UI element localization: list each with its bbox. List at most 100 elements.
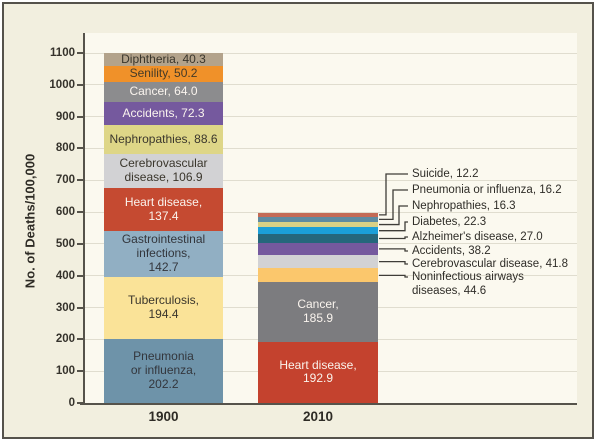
segment-label: Pneumonia or influenza, 202.2 [130, 349, 197, 391]
segment-label-line: 185.9 [302, 311, 333, 326]
segment-label: Cancer, 64.0 [129, 85, 197, 99]
segment-label: Heart disease, 137.4 [124, 194, 203, 224]
y-axis-line [83, 33, 85, 405]
y-tick-600 [77, 211, 84, 214]
segment-label-line: Heart disease, [279, 357, 357, 372]
callout-alzheimer-s-disease: Alzheimer's disease, 27.0 [412, 230, 543, 245]
gridline-1000 [84, 84, 577, 86]
y-tick-500 [77, 242, 84, 245]
y-tick-label-500: 500 [55, 237, 75, 250]
x-tick-label-1900: 1900 [148, 409, 179, 424]
bar-segment-1900-cerebrovascular-disease: Cerebrovascular disease, 106.9 [104, 153, 223, 188]
callout-line: Nephropathies, 16.3 [412, 199, 516, 212]
callout-cerebrovascular-disease: Cerebrovascular disease, 41.8 [412, 257, 568, 272]
y-tick-label-0: 0 [68, 397, 75, 409]
y-tick-200 [77, 338, 84, 341]
y-tick-400 [77, 274, 84, 277]
callout-line: Alzheimer's disease, 27.0 [412, 230, 543, 243]
bar-segment-2010-cerebrovascular-disease [258, 254, 378, 269]
y-tick-label-300: 300 [55, 301, 75, 314]
y-tick-300 [77, 306, 84, 309]
segment-label: Diphtheria, 40.3 [121, 51, 206, 67]
bar-segment-1900-senility: Senility, 50.2 [104, 66, 223, 83]
bar-segment-2010-cancer: Cancer, 185.9 [258, 282, 378, 342]
segment-label: Cerebrovascular disease, 106.9 [119, 155, 208, 185]
segment-label: Accidents, 72.3 [122, 106, 205, 121]
segment-label-line: Cerebrovascular [119, 155, 208, 170]
y-tick-label-600: 600 [55, 206, 75, 219]
segment-label-line: disease, 106.9 [124, 169, 203, 184]
bar-segment-2010-alzheimer-s-disease [258, 234, 378, 243]
callout-line: Suicide, 12.2 [412, 167, 479, 180]
bar-segment-1900-nephropathies: Nephropathies, 88.6 [104, 125, 223, 154]
callout-accidents: Accidents, 38.2 [412, 244, 491, 259]
segment-label-line: 142.7 [148, 259, 179, 274]
segment-label-line: Tuberculosis, [128, 292, 199, 307]
segment-label-line: Cancer, [297, 297, 339, 312]
y-axis-title: No. of Deaths/100,000 [22, 153, 38, 289]
y-tick-label-800: 800 [55, 142, 75, 155]
segment-label: Nephropathies, 88.6 [109, 131, 218, 147]
bar-segment-2010-pneumonia-or-influenza [258, 216, 378, 222]
y-tick-label-1000: 1000 [49, 78, 75, 91]
bar-segment-1900-cancer: Cancer, 64.0 [104, 82, 223, 103]
y-tick-700 [77, 179, 84, 182]
callout-diabetes: Diabetes, 22.3 [412, 215, 486, 230]
y-tick-0 [77, 402, 84, 404]
bar-segment-2010-accidents [258, 242, 378, 255]
callout-line: diseases, 44.6 [412, 285, 487, 297]
bar-segment-1900-diphtheria: Diphtheria, 40.3 [104, 51, 223, 67]
bar-segment-1900-heart-disease: Heart disease, 137.4 [104, 187, 223, 232]
callout-nephropathies: Nephropathies, 16.3 [412, 199, 516, 214]
bar-segment-2010-nephropathies [258, 221, 378, 228]
callout-pneumonia-or-influenza: Pneumonia or influenza, 16.2 [412, 183, 562, 198]
gridline-600 [84, 211, 577, 213]
gridline-700 [84, 179, 577, 181]
bar-segment-1900-tuberculosis: Tuberculosis, 194.4 [104, 276, 223, 339]
segment-label-line: Nephropathies, 88.6 [109, 131, 218, 146]
segment-label-line: 192.9 [302, 371, 334, 386]
y-tick-900 [77, 115, 84, 118]
segment-label-line: Heart disease, [124, 194, 203, 209]
bar-segment-2010-diabetes [258, 227, 378, 235]
y-tick-label-400: 400 [55, 269, 75, 282]
segment-label: Senility, 50.2 [129, 66, 198, 81]
segment-label-line: 137.4 [148, 208, 179, 223]
y-tick-label-900: 900 [55, 110, 75, 123]
y-tick-label-1100: 1100 [50, 47, 75, 59]
callout-line: Noninfectious airways [412, 270, 524, 283]
gridline-800 [84, 147, 577, 149]
y-tick-label-100: 100 [55, 365, 75, 378]
y-tick-100 [77, 370, 84, 373]
callout-line: Accidents, 38.2 [412, 244, 491, 257]
callout-suicide: Suicide, 12.2 [412, 167, 479, 182]
callout-line: Pneumonia or influenza, 16.2 [412, 183, 562, 196]
segment-label-line: Diphtheria, 40.3 [121, 51, 206, 66]
y-tick-1100 [77, 52, 84, 54]
segment-label: Tuberculosis, 194.4 [128, 292, 199, 322]
segment-label-line: Senility, 50.2 [129, 66, 198, 81]
segment-label-line: Pneumonia [133, 349, 194, 364]
bar-segment-2010-heart-disease: Heart disease, 192.9 [258, 341, 378, 403]
segment-label-line: infections, [136, 246, 191, 261]
bar-segment-1900-pneumonia-or-influenza: Pneumonia or influenza, 202.2 [104, 338, 223, 403]
segment-label: Heart disease, 192.9 [279, 357, 357, 387]
segment-label-line: Gastrointestinal [121, 232, 206, 247]
bar-segment-1900-accidents: Accidents, 72.3 [104, 102, 223, 126]
segment-label: Cancer, 185.9 [297, 297, 339, 326]
callout-noninfectious-airways-diseases: Noninfectious airways diseases, 44.6 [412, 270, 524, 299]
y-tick-1000 [77, 83, 84, 86]
gridline-1100 [84, 52, 577, 54]
segment-label-line: 202.2 [148, 376, 179, 391]
x-tick-label-2010: 2010 [302, 409, 334, 424]
segment-label-line: Accidents, 72.3 [122, 106, 205, 121]
bar-segment-1900-gastrointestinal-infections: Gastrointestinal infections, 142.7 [104, 231, 223, 277]
gridline-900 [84, 116, 577, 118]
segment-label-line: 194.4 [148, 306, 179, 321]
bar-segment-2010-noninfectious-airways-diseases [258, 268, 378, 283]
x-axis-line [80, 403, 577, 405]
bar-segment-2010-suicide [258, 212, 378, 217]
segment-label-line: or influenza, [130, 362, 197, 377]
